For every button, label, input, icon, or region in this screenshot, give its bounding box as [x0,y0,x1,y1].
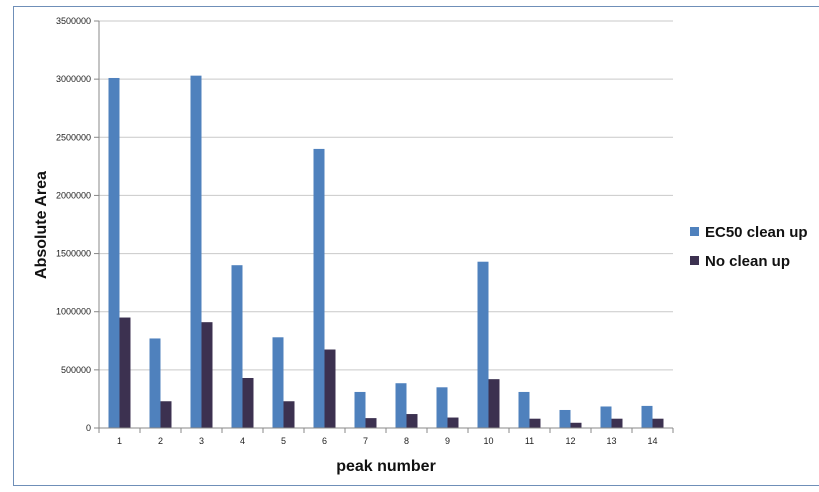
x-tick-label: 11 [525,436,534,446]
bar-ec50-clean-up-3 [190,75,202,428]
x-tick-label: 13 [606,436,616,446]
y-tick-label: 2000000 [56,190,91,200]
bar-no-clean-up-3 [201,322,213,428]
bar-ec50-clean-up-4 [231,265,243,428]
x-tick-label: 6 [322,436,327,446]
x-tick-label: 3 [199,436,204,446]
bar-no-clean-up-9 [447,417,459,428]
legend-swatch [690,227,699,236]
bar-chart: 0 500000 1000000 1500000 2000000 2500000 30000… [33,16,808,475]
bar-ec50-clean-up-8 [395,383,407,428]
x-tick-label: 9 [445,436,450,446]
bar-no-clean-up-1 [119,317,131,428]
gridlines [99,20,673,371]
x-tick-label: 8 [404,436,409,446]
y-axis-title: Absolute Area [33,171,50,279]
chart-frame: 0 500000 1000000 1500000 2000000 2500000 30000… [13,6,819,486]
x-axis-title: peak number [336,458,436,475]
x-tick-label: 4 [240,436,245,446]
x-tick-label: 10 [483,436,493,446]
y-tick-label: 3500000 [56,16,91,26]
bars [108,75,664,428]
x-tick-label: 2 [158,436,163,446]
bar-no-clean-up-7 [365,418,377,428]
bar-no-clean-up-6 [324,349,336,428]
y-tick-label: 0 [86,423,91,433]
x-tick-label: 1 [117,436,122,446]
bar-ec50-clean-up-12 [559,409,571,428]
bar-ec50-clean-up-11 [518,391,530,428]
bar-ec50-clean-up-1 [108,77,120,428]
bar-ec50-clean-up-5 [272,337,284,428]
bar-ec50-clean-up-14 [641,405,653,428]
bar-ec50-clean-up-7 [354,391,366,428]
y-tick-label: 1000000 [56,307,91,317]
legend-label: EC50 clean up [705,224,808,241]
bar-no-clean-up-10 [488,379,500,428]
bar-no-clean-up-11 [529,418,541,428]
bar-ec50-clean-up-13 [600,406,612,428]
bar-ec50-clean-up-9 [436,387,448,428]
bar-ec50-clean-up-2 [149,338,161,428]
legend-swatch [690,256,699,265]
legend-label: No clean up [705,253,790,270]
axes: 0 500000 1000000 1500000 2000000 2500000 30000… [56,16,674,446]
bar-no-clean-up-5 [283,401,295,428]
x-tick-label: 5 [281,436,286,446]
y-tick-label: 2500000 [56,132,91,142]
bar-no-clean-up-12 [570,422,582,428]
bar-ec50-clean-up-10 [477,261,489,428]
bar-ec50-clean-up-6 [313,148,325,428]
y-tick-label: 3000000 [56,74,91,84]
y-tick-label: 500000 [61,365,91,375]
x-tick-label: 14 [647,436,657,446]
bar-no-clean-up-2 [160,401,172,428]
y-tick-label: 1500000 [56,249,91,259]
x-tick-label: 7 [363,436,368,446]
legend: EC50 clean up No clean up [690,224,808,270]
x-tick-label: 12 [565,436,575,446]
bar-no-clean-up-14 [652,418,664,428]
bar-no-clean-up-13 [611,418,623,428]
bar-no-clean-up-4 [242,377,254,428]
bar-no-clean-up-8 [406,414,418,428]
